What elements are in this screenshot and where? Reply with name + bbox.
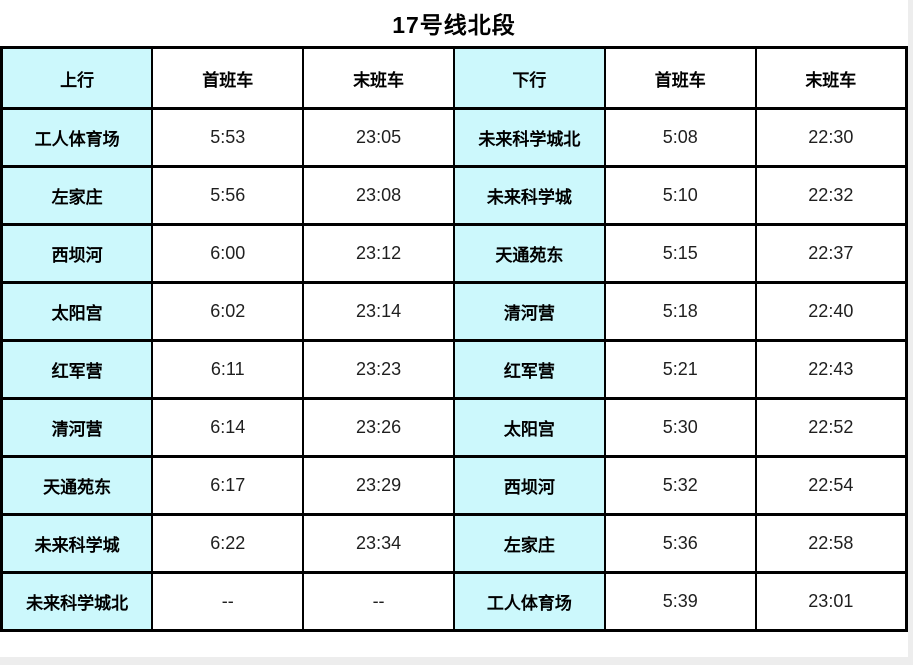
down-first-cell: 5:36 [603, 513, 757, 574]
up-first-cell: 6:00 [151, 223, 305, 284]
up-last-cell: 23:12 [302, 223, 455, 284]
header-down-first-train: 首班车 [603, 46, 757, 110]
up-station-cell: 清河营 [0, 397, 154, 458]
down-first-cell: 5:18 [603, 281, 757, 342]
up-last-cell: 23:08 [302, 165, 455, 226]
table-row: 太阳宫 6:02 23:14 清河营 5:18 22:40 [0, 281, 908, 342]
up-last-cell: 23:14 [302, 281, 455, 342]
up-last-cell: -- [302, 571, 455, 632]
down-first-cell: 5:21 [603, 339, 757, 400]
down-last-cell: 22:40 [754, 281, 908, 342]
down-last-cell: 22:54 [754, 455, 908, 516]
table-row: 西坝河 6:00 23:12 天通苑东 5:15 22:37 [0, 223, 908, 284]
down-last-cell: 23:01 [754, 571, 908, 632]
up-last-cell: 23:05 [302, 107, 455, 168]
up-last-cell: 23:26 [302, 397, 455, 458]
up-first-cell: 5:53 [151, 107, 305, 168]
table-row: 红军营 6:11 23:23 红军营 5:21 22:43 [0, 339, 908, 400]
down-station-cell: 太阳宫 [452, 397, 606, 458]
header-down-direction: 下行 [452, 46, 606, 110]
up-station-cell: 天通苑东 [0, 455, 154, 516]
down-last-cell: 22:43 [754, 339, 908, 400]
up-station-cell: 左家庄 [0, 165, 154, 226]
table-row: 未来科学城北 -- -- 工人体育场 5:39 23:01 [0, 571, 908, 632]
down-station-cell: 西坝河 [452, 455, 606, 516]
table-row: 左家庄 5:56 23:08 未来科学城 5:10 22:32 [0, 165, 908, 226]
down-first-cell: 5:10 [603, 165, 757, 226]
down-last-cell: 22:30 [754, 107, 908, 168]
header-up-first-train: 首班车 [151, 46, 305, 110]
table-row: 工人体育场 5:53 23:05 未来科学城北 5:08 22:30 [0, 107, 908, 168]
up-station-cell: 太阳宫 [0, 281, 154, 342]
up-first-cell: 5:56 [151, 165, 305, 226]
table-row: 未来科学城 6:22 23:34 左家庄 5:36 22:58 [0, 513, 908, 574]
up-first-cell: 6:11 [151, 339, 305, 400]
up-station-cell: 红军营 [0, 339, 154, 400]
down-station-cell: 红军营 [452, 339, 606, 400]
down-station-cell: 工人体育场 [452, 571, 606, 632]
up-last-cell: 23:29 [302, 455, 455, 516]
header-up-direction: 上行 [0, 46, 154, 110]
down-first-cell: 5:32 [603, 455, 757, 516]
down-first-cell: 5:15 [603, 223, 757, 284]
down-station-cell: 清河营 [452, 281, 606, 342]
down-station-cell: 未来科学城北 [452, 107, 606, 168]
table-row: 天通苑东 6:17 23:29 西坝河 5:32 22:54 [0, 455, 908, 516]
header-row: 上行 首班车 末班车 下行 首班车 末班车 [0, 46, 908, 110]
header-down-last-train: 末班车 [754, 46, 908, 110]
timetable-body: 工人体育场 5:53 23:05 未来科学城北 5:08 22:30 左家庄 5… [0, 107, 908, 632]
up-first-cell: 6:02 [151, 281, 305, 342]
title-band: 17号线北段 [0, 0, 908, 46]
timetable-table: 上行 首班车 末班车 下行 首班车 末班车 工人体育场 5:53 23:05 未… [0, 46, 908, 632]
down-station-cell: 左家庄 [452, 513, 606, 574]
down-first-cell: 5:30 [603, 397, 757, 458]
up-last-cell: 23:23 [302, 339, 455, 400]
down-station-cell: 天通苑东 [452, 223, 606, 284]
up-station-cell: 未来科学城 [0, 513, 154, 574]
down-last-cell: 22:37 [754, 223, 908, 284]
up-first-cell: 6:17 [151, 455, 305, 516]
table-row: 清河营 6:14 23:26 太阳宫 5:30 22:52 [0, 397, 908, 458]
up-station-cell: 工人体育场 [0, 107, 154, 168]
up-first-cell: -- [151, 571, 305, 632]
up-last-cell: 23:34 [302, 513, 455, 574]
up-first-cell: 6:14 [151, 397, 305, 458]
down-last-cell: 22:52 [754, 397, 908, 458]
down-first-cell: 5:39 [603, 571, 757, 632]
down-last-cell: 22:58 [754, 513, 908, 574]
down-first-cell: 5:08 [603, 107, 757, 168]
page-title: 17号线北段 [392, 12, 516, 38]
down-last-cell: 22:32 [754, 165, 908, 226]
down-station-cell: 未来科学城 [452, 165, 606, 226]
timetable-header: 上行 首班车 末班车 下行 首班车 末班车 [0, 46, 908, 110]
up-first-cell: 6:22 [151, 513, 305, 574]
header-up-last-train: 末班车 [302, 46, 455, 110]
up-station-cell: 西坝河 [0, 223, 154, 284]
up-station-cell: 未来科学城北 [0, 571, 154, 632]
